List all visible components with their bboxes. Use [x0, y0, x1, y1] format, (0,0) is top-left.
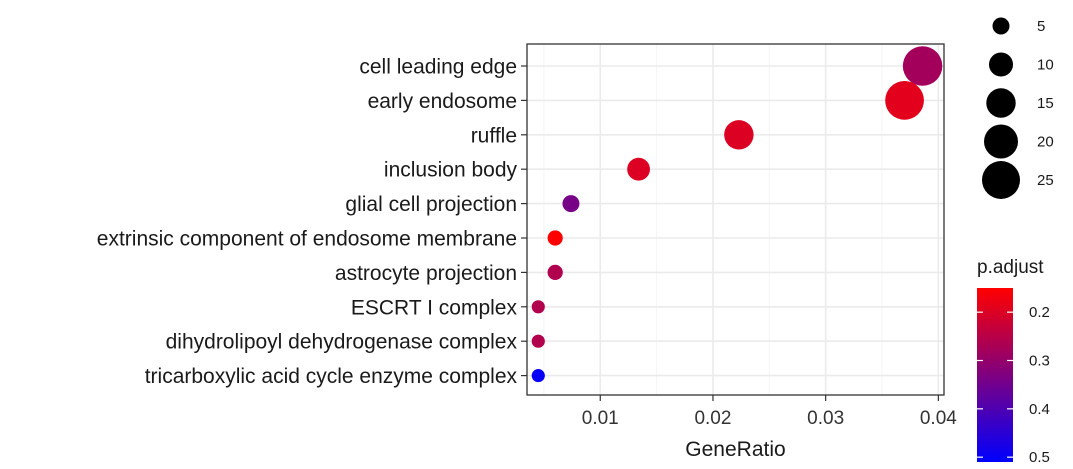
data-point	[531, 334, 545, 348]
plot-panel	[526, 43, 945, 396]
colorbar-tick-label: 0.5	[1029, 449, 1050, 466]
colorbar-tick-label: 0.2	[1029, 304, 1050, 321]
category-label: astrocyte projection	[335, 262, 517, 285]
data-point	[627, 157, 650, 181]
category-labels: cell leading edge early endosome ruffle inc…	[97, 56, 527, 388]
data-point	[547, 264, 563, 280]
category-label: dihydrolipoyl dehydrogenase complex	[166, 331, 518, 354]
data-point	[885, 81, 924, 120]
category-label: tricarboxylic acid cycle enzyme complex	[145, 365, 518, 388]
x-axis-ticks: 0.01 0.02 0.03 0.04	[582, 395, 957, 429]
colorbar	[977, 288, 1013, 462]
size-legend-label: 5	[1037, 18, 1045, 35]
category-label: ruffle	[471, 124, 517, 147]
colorbar-tick-label: 0.4	[1029, 401, 1050, 418]
colorbar-tick-label: 0.3	[1029, 353, 1050, 370]
size-legend-dot	[988, 52, 1014, 77]
data-point	[724, 120, 754, 150]
data-point	[562, 195, 580, 213]
size-legend-dot	[984, 124, 1018, 159]
size-legend-dot	[982, 161, 1020, 199]
category-label: glial cell projection	[345, 193, 517, 216]
grid-lines	[527, 44, 944, 395]
size-legend-label: 25	[1037, 172, 1054, 189]
size-legend-label: 10	[1037, 57, 1054, 74]
color-legend-title: p.adjust	[977, 257, 1044, 278]
x-axis-title: GeneRatio	[685, 438, 785, 461]
color-legend: p.adjust 0.2 0.3 0.4 0.5	[977, 257, 1050, 466]
data-point	[531, 369, 545, 383]
data-point	[531, 300, 545, 314]
size-legend: 5 10 15 20 25	[982, 17, 1054, 199]
category-label: ESCRT I complex	[351, 296, 518, 319]
x-tick-label: 0.01	[582, 408, 619, 429]
size-legend-label: 20	[1037, 134, 1054, 151]
category-label: extrinsic component of endosome membrane	[97, 228, 517, 251]
size-legend-dot	[992, 17, 1010, 35]
data-point	[902, 46, 943, 86]
category-label: cell leading edge	[359, 56, 517, 79]
data-points	[531, 46, 943, 383]
x-tick-label: 0.02	[694, 408, 731, 429]
size-legend-label: 15	[1037, 95, 1054, 112]
colorbar-ticks: 0.2 0.3 0.4 0.5	[977, 304, 1050, 466]
data-point	[547, 230, 563, 246]
category-label: inclusion body	[384, 159, 518, 182]
category-label: early endosome	[368, 90, 517, 113]
size-legend-dot	[986, 88, 1016, 118]
x-tick-label: 0.04	[920, 408, 957, 429]
x-tick-label: 0.03	[807, 408, 844, 429]
